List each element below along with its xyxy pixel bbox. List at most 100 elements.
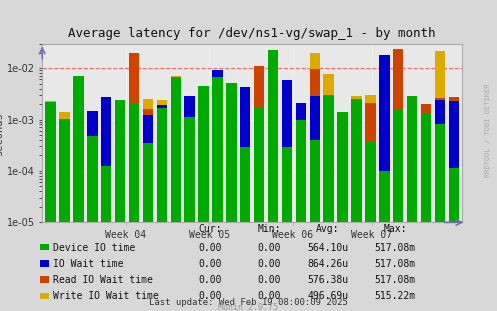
Bar [351,99,362,222]
Y-axis label: seconds: seconds [0,111,4,155]
Text: 0.00: 0.00 [198,291,222,301]
Bar [240,147,250,222]
Bar [365,142,376,222]
Bar [101,145,111,222]
Bar [115,118,125,222]
Bar [45,111,56,222]
Bar [407,121,417,222]
Bar [240,96,250,222]
Bar [449,97,459,222]
Bar [59,179,70,222]
Text: 564.10u: 564.10u [307,243,348,253]
Bar [268,142,278,222]
Bar [143,115,153,222]
Bar [157,105,167,222]
Bar [310,140,320,222]
Title: Average latency for /dev/ns1-vg/swap_1 - by month: Average latency for /dev/ns1-vg/swap_1 -… [69,27,436,39]
Bar [212,106,223,222]
Text: 496.69u: 496.69u [307,291,348,301]
Text: 864.26u: 864.26u [307,259,348,269]
Text: 517.08m: 517.08m [374,275,415,285]
Bar [449,115,459,222]
Bar [45,101,56,222]
Bar [435,51,445,222]
Bar [212,77,223,222]
Bar [212,70,223,222]
Text: 517.08m: 517.08m [374,243,415,253]
Bar [310,69,320,222]
Bar [379,100,390,222]
Bar [393,49,404,222]
Bar [310,96,320,222]
Bar [101,166,111,222]
Bar [59,141,70,222]
Bar [115,100,125,222]
Bar [449,101,459,222]
Bar [115,111,125,222]
Text: Cur:: Cur: [198,224,222,234]
Bar [226,83,237,222]
Bar [421,166,431,222]
Bar [435,124,445,222]
Bar [296,103,306,222]
Bar [157,108,167,222]
Text: Write IO Wait time: Write IO Wait time [53,291,159,301]
Bar [379,57,390,222]
Bar [59,113,70,222]
Bar [59,119,70,222]
Bar [129,120,139,222]
Bar [254,128,264,222]
Bar [449,168,459,222]
Bar [296,120,306,222]
Bar [268,116,278,222]
Bar [337,119,348,222]
Text: 0.00: 0.00 [257,243,281,253]
Bar [421,114,431,222]
Bar [87,136,97,222]
Bar [365,144,376,222]
Text: RRDTOOL / TOBI OETIKER: RRDTOOL / TOBI OETIKER [485,84,491,177]
Bar [157,100,167,222]
Bar [226,104,237,222]
Bar [73,101,83,222]
Bar [365,95,376,222]
Bar [365,103,376,222]
Text: Munin 2.0.75: Munin 2.0.75 [219,303,278,311]
Bar [226,115,237,222]
Text: 517.08m: 517.08m [374,259,415,269]
Bar [45,102,56,222]
Bar [198,106,209,222]
Bar [324,134,334,222]
Bar [351,177,362,222]
Text: 0.00: 0.00 [198,259,222,269]
Text: Device IO time: Device IO time [53,243,135,253]
Bar [170,77,181,222]
Text: Read IO Wait time: Read IO Wait time [53,275,153,285]
Bar [212,114,223,222]
Bar [407,111,417,222]
Text: 515.22m: 515.22m [374,291,415,301]
Bar [73,76,83,222]
Bar [435,98,445,222]
Bar [129,103,139,222]
Bar [101,112,111,222]
Bar [324,95,334,222]
Bar [282,135,292,222]
Bar [129,53,139,222]
Bar [296,110,306,222]
Text: Avg:: Avg: [316,224,339,234]
Bar [143,143,153,222]
Bar [393,114,404,222]
Text: 0.00: 0.00 [257,291,281,301]
Bar [184,104,195,222]
Bar [87,114,97,222]
Bar [226,109,237,222]
Bar [87,111,97,222]
Bar [268,50,278,222]
Bar [421,104,431,222]
Text: Last update: Wed Feb 19 08:00:09 2025: Last update: Wed Feb 19 08:00:09 2025 [149,298,348,307]
Bar [282,147,292,222]
Bar [157,179,167,222]
Bar [198,86,209,222]
Text: 0.00: 0.00 [198,275,222,285]
